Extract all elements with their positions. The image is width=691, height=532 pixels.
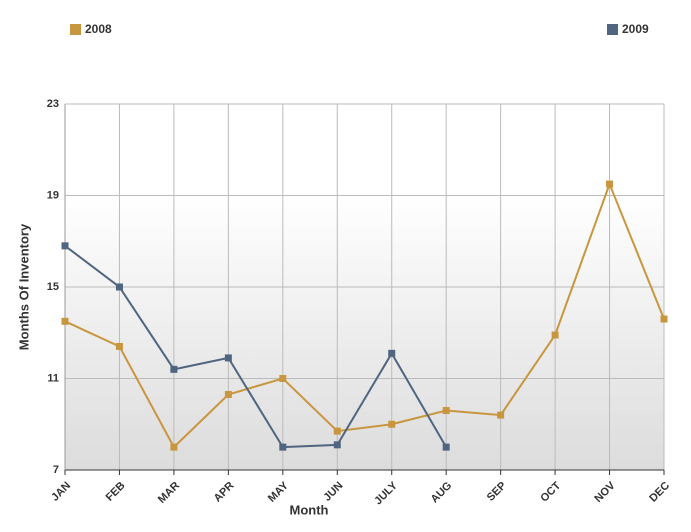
point	[61, 317, 69, 325]
legend-swatch	[607, 24, 618, 35]
x-tick-label: DEC	[647, 480, 672, 505]
x-tick-label: SEP	[485, 480, 509, 504]
y-tick-label: 19	[47, 189, 59, 201]
y-axis-title: Months Of Inventory	[16, 223, 31, 350]
point	[606, 180, 614, 188]
x-tick-label: JULY	[372, 479, 400, 507]
point	[279, 443, 287, 451]
point	[115, 342, 123, 350]
x-tick-label: JAN	[49, 480, 73, 504]
series-line	[64, 181, 665, 449]
y-tick-label: 11	[47, 372, 59, 384]
x-tick-label: FEB	[104, 480, 128, 504]
y-tick-label: 23	[47, 98, 59, 110]
point	[333, 427, 341, 435]
point	[442, 443, 450, 451]
point	[442, 407, 450, 415]
legend-label: 2009	[622, 22, 649, 36]
y-tick-label: 7	[53, 464, 59, 476]
point	[279, 375, 287, 382]
point	[61, 242, 69, 250]
x-axis-title: Month	[290, 502, 329, 517]
x-tick-label: OCT	[538, 480, 563, 505]
x-tick-label: APR	[212, 480, 237, 505]
point	[333, 441, 341, 449]
point	[224, 354, 232, 362]
legend-swatch	[70, 24, 81, 35]
point	[497, 411, 505, 419]
legend-label: 2008	[85, 22, 112, 36]
x-tick-label: MAY	[266, 479, 292, 505]
x-tick-label: NOV	[592, 479, 618, 505]
point	[170, 365, 178, 373]
x-tick-label: MAR	[156, 480, 182, 506]
series-line	[64, 245, 448, 449]
point	[388, 349, 396, 357]
point	[551, 331, 559, 339]
point	[388, 420, 396, 428]
point	[660, 315, 668, 323]
y-tick-label: 15	[47, 281, 59, 293]
x-tick-label: AUG	[429, 480, 455, 506]
point	[170, 443, 178, 451]
point	[115, 283, 123, 291]
x-tick-label: JUN	[321, 480, 345, 504]
point	[224, 391, 232, 399]
